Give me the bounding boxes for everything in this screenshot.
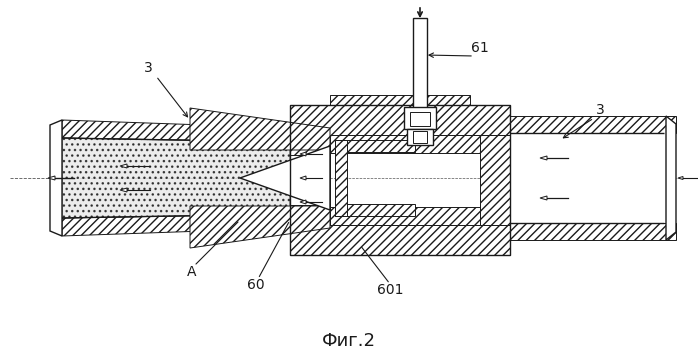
Polygon shape [290, 135, 330, 155]
Text: A: A [187, 265, 197, 279]
Bar [510, 133, 676, 223]
Text: Фиг.2: Фиг.2 [322, 332, 376, 350]
Polygon shape [540, 156, 547, 160]
Polygon shape [540, 196, 547, 200]
Polygon shape [300, 176, 306, 180]
Polygon shape [48, 176, 55, 180]
Polygon shape [330, 135, 480, 153]
Polygon shape [300, 200, 306, 204]
Polygon shape [480, 135, 510, 225]
Polygon shape [300, 152, 306, 156]
Bar [404, 107, 436, 129]
Polygon shape [290, 205, 330, 225]
Polygon shape [120, 164, 127, 168]
Polygon shape [290, 105, 510, 135]
Bar [413, 131, 427, 143]
Polygon shape [492, 108, 510, 133]
Bar [290, 105, 510, 255]
Polygon shape [190, 206, 330, 248]
Polygon shape [330, 207, 480, 225]
Polygon shape [678, 177, 683, 179]
Bar [410, 112, 430, 126]
Polygon shape [62, 138, 290, 218]
Polygon shape [335, 140, 347, 216]
Text: 601: 601 [377, 283, 403, 297]
Bar [407, 129, 433, 145]
Text: 3: 3 [144, 61, 152, 75]
Polygon shape [330, 95, 470, 105]
Polygon shape [120, 188, 127, 192]
Polygon shape [62, 214, 290, 236]
Polygon shape [666, 116, 676, 240]
Polygon shape [50, 120, 62, 236]
Polygon shape [290, 225, 510, 255]
Bar [413, 18, 427, 110]
Polygon shape [335, 204, 415, 216]
Text: 61: 61 [471, 41, 489, 55]
Polygon shape [510, 116, 676, 133]
Polygon shape [510, 223, 676, 240]
Polygon shape [240, 146, 330, 210]
Text: 3: 3 [595, 103, 604, 117]
Polygon shape [190, 108, 330, 150]
Polygon shape [62, 120, 290, 142]
Polygon shape [492, 223, 510, 248]
Text: 60: 60 [247, 278, 265, 292]
Polygon shape [335, 140, 415, 152]
